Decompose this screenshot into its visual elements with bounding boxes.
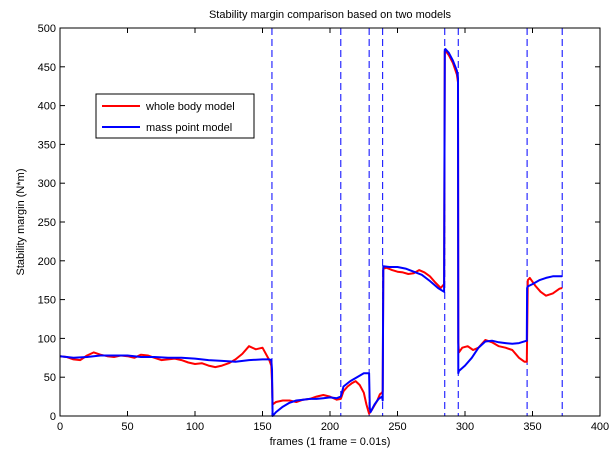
y-tick-label: 400 <box>38 101 56 113</box>
x-tick-label: 300 <box>456 421 474 433</box>
y-tick-label: 0 <box>50 411 56 423</box>
x-tick-label: 50 <box>121 421 133 433</box>
legend-label-mass-point: mass point model <box>146 122 232 134</box>
x-tick-label: 400 <box>591 421 609 433</box>
x-tick-label: 200 <box>321 421 339 433</box>
y-axis-label: Stability margin (N*m) <box>15 169 27 276</box>
x-tick-label: 0 <box>57 421 63 433</box>
x-axis-label: frames (1 frame = 0.01s) <box>270 436 391 448</box>
chart-title: Stability margin comparison based on two… <box>209 9 452 21</box>
y-tick-label: 500 <box>38 23 56 35</box>
y-tick-label: 100 <box>38 333 56 345</box>
y-tick-label: 200 <box>38 256 56 268</box>
series-line-mass-point-model <box>59 48 563 417</box>
y-axis: 0 50 100 150 200 250 300 350 400 450 500 <box>38 23 600 423</box>
y-tick-label: 350 <box>38 139 56 151</box>
x-tick-label: 350 <box>523 421 541 433</box>
x-axis: 0 50 100 150 200 250 300 350 400 <box>57 28 609 433</box>
y-tick-label: 50 <box>44 372 56 384</box>
y-tick-label: 450 <box>38 62 56 74</box>
y-tick-label: 250 <box>38 217 56 229</box>
x-tick-label: 250 <box>388 421 406 433</box>
legend-label-whole-body: whole body model <box>145 101 235 113</box>
legend-box <box>95 93 255 139</box>
plot-area <box>60 28 600 416</box>
x-tick-label: 150 <box>253 421 271 433</box>
y-tick-label: 300 <box>38 178 56 190</box>
x-tick-label: 100 <box>186 421 204 433</box>
y-tick-label: 150 <box>38 295 56 307</box>
series-group <box>59 48 563 417</box>
legend: whole body model mass point model <box>95 93 255 139</box>
